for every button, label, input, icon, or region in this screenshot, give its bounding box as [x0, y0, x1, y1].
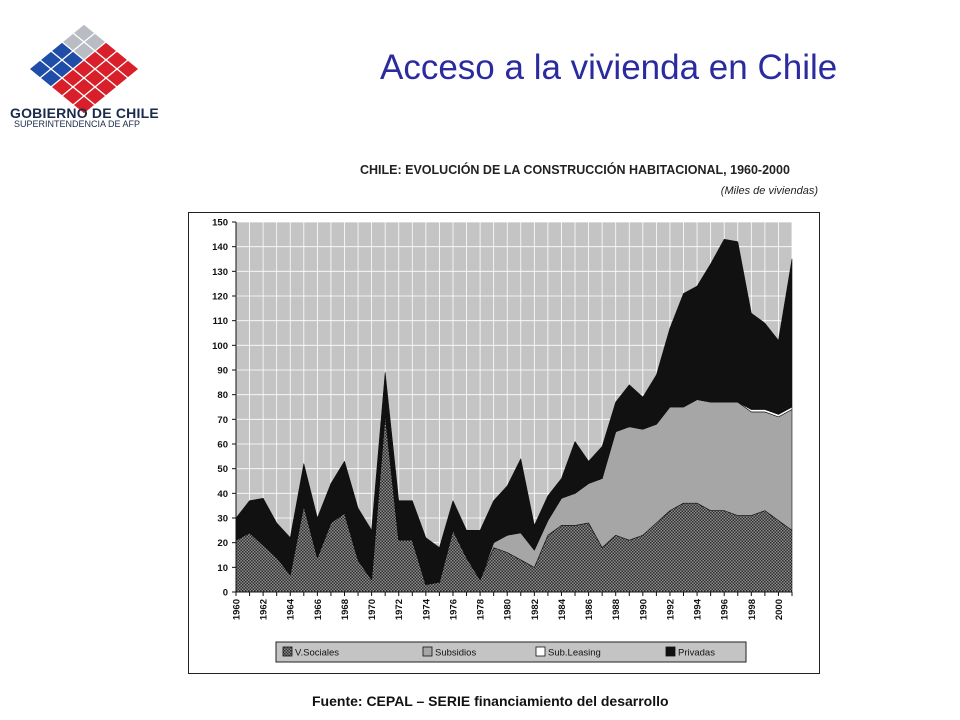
legend-item-privadas: Privadas: [665, 646, 715, 659]
logo-subtitle: SUPERINTENDENCIA DE AFP: [14, 119, 141, 129]
x-tick-label: 1988: [611, 599, 622, 620]
x-tick-label: 1996: [720, 599, 731, 620]
y-tick-label: 40: [217, 489, 228, 500]
x-tick-label: 1998: [747, 599, 758, 620]
y-tick-label: 60: [217, 440, 228, 451]
chart-subtitle: (Miles de viviendas): [720, 185, 818, 197]
y-tick-label: 130: [212, 267, 228, 278]
x-tick-label: 1966: [313, 599, 324, 620]
chart-title: CHILE: EVOLUCIÓN DE LA CONSTRUCCIÓN HABI…: [360, 163, 790, 177]
area-chart: 0 10 20 30 40 50 60 70 80 90 100 110 120 130 140 150 196…: [188, 212, 820, 674]
legend-label: Privadas: [678, 648, 715, 659]
x-tick-label: 1968: [340, 599, 351, 620]
legend-item-subsidios: Subsidios: [422, 646, 476, 659]
y-tick-label: 120: [212, 292, 228, 303]
y-tick-label: 100: [212, 341, 228, 352]
y-tick-label: 90: [217, 366, 228, 377]
x-tick-label: 1994: [693, 598, 704, 620]
legend-swatch: [282, 646, 293, 657]
x-tick-label: 1990: [638, 599, 649, 620]
legend-swatch: [535, 646, 546, 657]
y-tick-label: 30: [217, 514, 228, 525]
y-tick-label: 140: [212, 242, 228, 253]
x-tick-label: 1972: [394, 599, 405, 620]
source-note: Fuente: CEPAL – SERIE financiamiento del…: [312, 693, 669, 709]
y-tick-label: 20: [217, 538, 228, 549]
y-tick-label: 110: [213, 316, 228, 327]
x-tick-label: 1980: [503, 599, 514, 620]
x-tick-label: 1964: [286, 598, 297, 620]
x-tick-label: 1976: [448, 599, 459, 620]
legend-box: [275, 641, 747, 663]
legend-label: Sub.Leasing: [548, 648, 601, 659]
y-tick-label: 10: [217, 563, 228, 574]
y-tick-label: 50: [217, 464, 228, 475]
x-tick-label: 1960: [232, 599, 243, 620]
legend-swatch: [665, 646, 676, 657]
x-tick-label: 1970: [367, 599, 378, 620]
x-tick-label: 1992: [665, 599, 676, 620]
legend-label: Subsidios: [435, 648, 476, 659]
y-tick-label: 0: [223, 588, 228, 599]
y-tick-label: 70: [217, 415, 228, 426]
x-tick-label: 1984: [557, 598, 568, 620]
gobierno-de-chile-logo: [28, 23, 140, 115]
logo-cube: [72, 95, 96, 115]
x-tick-label: 1962: [259, 599, 270, 620]
legend-item-v-sociales: V.Sociales: [282, 646, 339, 659]
x-tick-label: 1974: [421, 598, 432, 620]
x-tick-label: 1986: [584, 599, 595, 620]
slide-title: Acceso a la vivienda en Chile: [380, 48, 838, 87]
legend-label: V.Sociales: [295, 648, 339, 659]
logo-name: GOBIERNO DE CHILE: [10, 105, 159, 121]
chart-legend: V.Sociales Subsidios Sub.Leasing Privadas: [275, 641, 747, 663]
x-tick-label: 2000: [774, 599, 785, 620]
x-tick-label: 1978: [476, 599, 487, 620]
y-tick-label: 150: [212, 218, 228, 229]
area-privadas: [235, 238, 793, 585]
x-tick-label: 1982: [530, 599, 541, 620]
legend-item-sub-leasing: Sub.Leasing: [535, 646, 601, 659]
y-tick-label: 80: [217, 390, 228, 401]
legend-swatch: [422, 646, 433, 657]
